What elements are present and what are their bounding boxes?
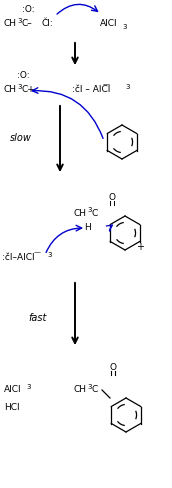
Text: 3: 3 xyxy=(26,384,30,390)
Text: Čl:: Čl: xyxy=(42,20,54,28)
Text: HCl: HCl xyxy=(4,404,20,412)
Text: CH: CH xyxy=(74,208,87,218)
Text: —: — xyxy=(34,249,41,255)
Text: C: C xyxy=(92,208,98,218)
Text: 3: 3 xyxy=(125,84,130,90)
Text: slow: slow xyxy=(10,133,32,143)
Text: —: — xyxy=(103,81,110,87)
Text: AlCl: AlCl xyxy=(100,20,118,28)
Text: 3: 3 xyxy=(122,24,126,30)
Text: 3: 3 xyxy=(87,384,92,390)
Text: 3: 3 xyxy=(17,84,22,90)
Text: CH: CH xyxy=(74,386,87,394)
Text: :čl–AlCl: :čl–AlCl xyxy=(2,253,35,263)
Text: 3: 3 xyxy=(17,18,22,24)
Text: 3: 3 xyxy=(87,207,92,213)
Text: CH: CH xyxy=(4,20,17,28)
Text: C–: C– xyxy=(22,20,33,28)
Text: +: + xyxy=(136,242,144,252)
Text: :O:: :O: xyxy=(22,5,34,15)
Text: CH: CH xyxy=(4,85,17,95)
Text: O: O xyxy=(110,364,116,372)
Text: fast: fast xyxy=(28,313,46,323)
Text: C: C xyxy=(92,386,98,394)
Text: AlCl: AlCl xyxy=(4,386,22,394)
Text: 3: 3 xyxy=(47,252,51,258)
Text: :O:: :O: xyxy=(17,72,29,81)
Text: H: H xyxy=(84,224,91,232)
Text: C+: C+ xyxy=(22,85,36,95)
Text: O: O xyxy=(109,194,116,203)
Text: :čl – AlCl: :čl – AlCl xyxy=(72,85,110,95)
